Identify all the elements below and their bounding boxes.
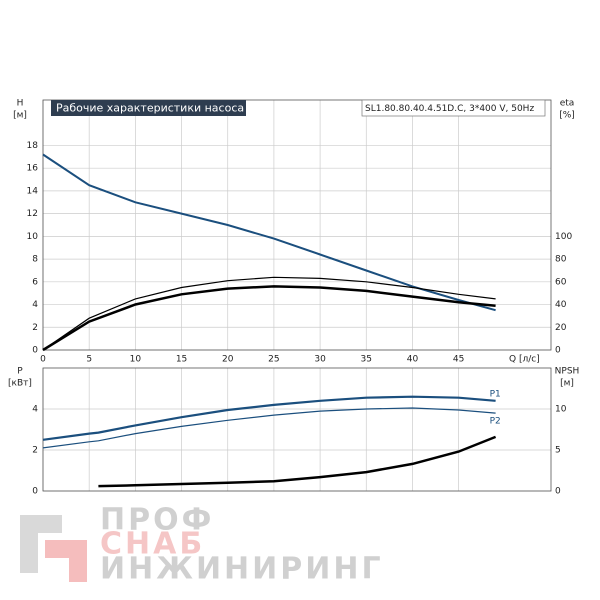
y-tick-label: 4 [32, 300, 38, 310]
y2-tick-label: 40 [555, 300, 567, 310]
plot-border [42, 367, 552, 492]
y2-tick-label: 0 [555, 487, 561, 497]
y2-tick-label: 100 [555, 232, 572, 242]
watermark-text: ПРОФ [100, 503, 214, 538]
y-axis-label: P [17, 367, 23, 377]
y-tick-label: 2 [32, 446, 38, 456]
y-axis-label: H [17, 99, 24, 109]
y-tick-label: 14 [27, 186, 39, 196]
watermark-text: СНАБ [100, 527, 205, 562]
x-axis-label: Q [л/с] [509, 355, 540, 365]
y-tick-label: 18 [27, 141, 39, 151]
series-line [42, 276, 496, 351]
y2-tick-label: 20 [555, 323, 567, 333]
y-tick-label: 2 [32, 323, 38, 333]
title-box [51, 100, 246, 116]
x-tick-label: 0 [40, 355, 46, 365]
y2-axis-label: NPSH [555, 367, 580, 377]
logo-shape [45, 540, 87, 582]
chart-title: Рабочие характеристики насоса [56, 102, 244, 115]
x-tick-label: 20 [222, 355, 234, 365]
x-tick-label: 5 [86, 355, 92, 365]
y-tick-label: 16 [27, 164, 39, 174]
logo-shape [20, 515, 62, 573]
y2-axis-unit: [м] [560, 379, 574, 389]
plot-border [42, 99, 552, 351]
series-line [42, 153, 496, 312]
x-tick-label: 40 [407, 355, 419, 365]
series-line [42, 285, 496, 352]
series-line [98, 435, 497, 488]
x-tick-label: 35 [361, 355, 372, 365]
y2-axis-label: eta [560, 99, 575, 109]
y-axis-unit: [кВт] [8, 379, 32, 389]
y2-tick-label: 10 [555, 405, 567, 415]
y-tick-label: 6 [32, 277, 38, 287]
y-tick-label: 8 [32, 255, 38, 265]
y-tick-label: 10 [27, 232, 39, 242]
series-label: P2 [490, 417, 501, 427]
y-tick-label: 0 [32, 346, 38, 356]
x-tick-label: 25 [268, 355, 279, 365]
series-label: P1 [490, 389, 501, 399]
chart-subtitle: SL1.80.80.40.4.51D.C, 3*400 V, 50Hz [365, 104, 534, 114]
y-tick-label: 12 [27, 209, 38, 219]
x-tick-label: 30 [314, 355, 326, 365]
y2-tick-label: 5 [555, 446, 561, 456]
y-tick-label: 0 [32, 487, 38, 497]
y2-tick-label: 0 [555, 346, 561, 356]
y-tick-label: 4 [32, 405, 38, 415]
x-tick-label: 45 [453, 355, 464, 365]
series-line [42, 395, 496, 441]
y2-tick-label: 80 [555, 255, 567, 265]
x-tick-label: 10 [130, 355, 142, 365]
series-line [42, 407, 496, 449]
y2-axis-unit: [%] [559, 111, 575, 121]
y-axis-unit: [м] [13, 111, 27, 121]
y2-tick-label: 60 [555, 277, 567, 287]
watermark-text: ИНЖИНИРИНГ [100, 552, 384, 587]
x-tick-label: 15 [176, 355, 187, 365]
subtitle-box [361, 99, 546, 117]
watermark: ПРОФ СНАБ ИНЖИНИРИНГ [20, 503, 384, 587]
